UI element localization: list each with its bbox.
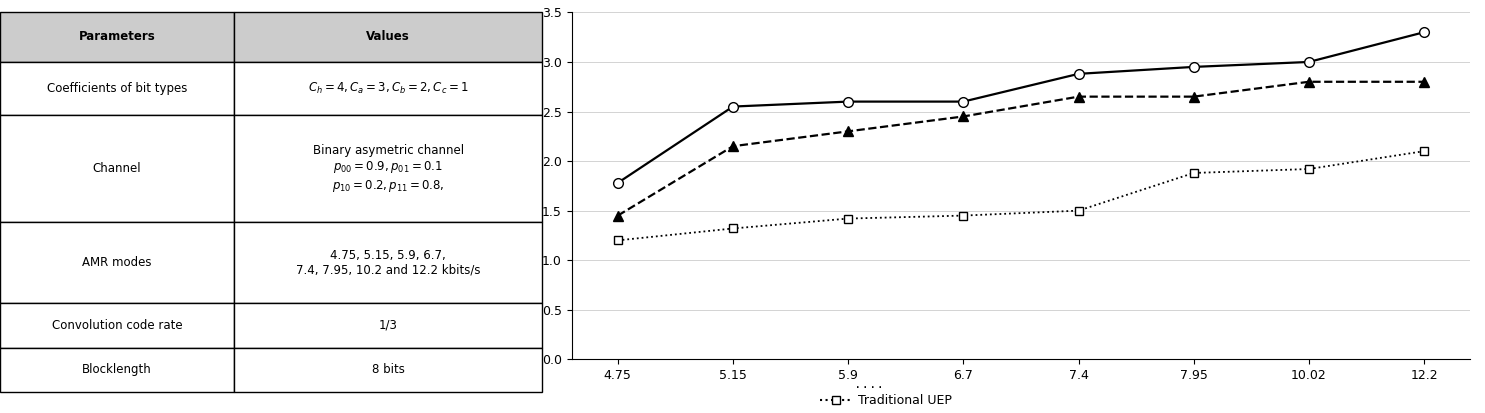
Text: ....: .... (854, 378, 884, 391)
